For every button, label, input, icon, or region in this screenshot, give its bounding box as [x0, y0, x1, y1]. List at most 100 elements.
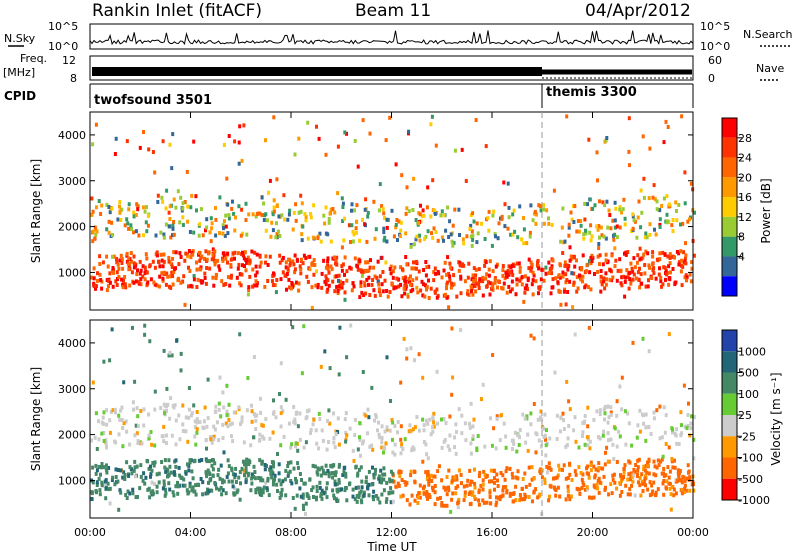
velocity-cell — [190, 411, 194, 416]
power-cell — [493, 232, 497, 237]
velocity-cell — [422, 428, 426, 433]
power-cell — [561, 251, 565, 255]
velocity-cell — [518, 428, 522, 432]
power-cell — [671, 229, 675, 234]
date-label: 04/Apr/2012 — [585, 1, 691, 21]
power-cell — [477, 267, 481, 272]
power-cell — [437, 271, 441, 276]
power-cell — [642, 252, 646, 257]
power-cell — [335, 274, 339, 279]
power-cell — [192, 274, 196, 278]
velocity-cell — [131, 491, 135, 496]
power-cell — [107, 279, 111, 284]
power-cell — [509, 289, 512, 294]
velocity-cell — [531, 499, 534, 504]
power-cell — [630, 266, 634, 271]
power-cell — [451, 243, 455, 248]
velocity-cell — [558, 429, 562, 434]
velocity-cell — [473, 497, 477, 501]
power-cell — [365, 239, 369, 244]
power-cell — [231, 251, 235, 256]
power-cell — [170, 166, 174, 171]
velocity-cell — [603, 487, 607, 492]
velocity-cell — [667, 481, 671, 486]
velocity-cell — [104, 442, 108, 446]
velocity-cell — [100, 480, 104, 485]
velocity-cell — [210, 463, 214, 468]
velocity-cell — [596, 468, 600, 473]
velocity-cell — [264, 480, 268, 485]
power-cell — [345, 131, 348, 136]
velocity-cell — [250, 403, 253, 408]
power-cell — [359, 280, 363, 285]
velocity-cell — [399, 451, 403, 456]
colorbar-swatch — [722, 137, 737, 158]
power-cell — [136, 268, 139, 273]
velocity-cell — [523, 416, 527, 421]
power-cell — [164, 222, 168, 227]
velocity-cell — [267, 493, 271, 498]
velocity-cell — [358, 421, 362, 426]
velocity-cell — [589, 463, 593, 468]
beam-label: Beam 11 — [355, 1, 431, 21]
power-cell — [156, 200, 160, 204]
velocity-cell — [607, 415, 611, 420]
power-cell — [214, 217, 218, 222]
power-cell — [127, 267, 131, 272]
velocity-cell — [643, 476, 647, 481]
velocity-cell — [192, 403, 196, 408]
power-cell — [120, 261, 124, 265]
power-cell — [340, 285, 344, 290]
velocity-cell — [601, 433, 605, 438]
velocity-cell — [97, 437, 101, 442]
velocity-cell — [273, 473, 277, 478]
velocity-cell — [330, 464, 334, 469]
power-cell — [447, 235, 451, 239]
power-cell — [627, 271, 631, 276]
power-cell — [433, 266, 437, 271]
power-cell — [146, 223, 150, 228]
power-cell — [189, 255, 193, 260]
power-cell — [108, 280, 112, 285]
power-cell — [340, 268, 344, 273]
power-cell — [308, 254, 312, 259]
velocity-cell — [323, 349, 327, 354]
velocity-cell — [576, 487, 580, 492]
power-cell — [506, 268, 510, 273]
velocity-cell — [470, 479, 474, 484]
power-cell — [412, 242, 416, 247]
power-cell — [248, 274, 252, 279]
power-cell — [105, 202, 109, 207]
velocity-cell — [534, 487, 538, 492]
power-cell — [340, 283, 344, 288]
power-cell — [457, 268, 461, 273]
power-cell — [96, 278, 99, 283]
velocity-cell — [623, 409, 627, 414]
velocity-cell — [311, 463, 315, 468]
power-cell — [583, 285, 587, 290]
power-cell — [448, 274, 452, 279]
power-cell — [158, 264, 162, 269]
velocity-cell — [545, 470, 549, 475]
power-cell — [576, 286, 580, 291]
power-cell — [385, 239, 389, 244]
velocity-cell — [95, 480, 99, 485]
power-cell — [505, 290, 509, 295]
power-cell — [322, 213, 326, 218]
velocity-cell — [165, 409, 168, 413]
power-cell — [688, 217, 691, 222]
power-cell — [661, 282, 665, 287]
power-cell — [411, 208, 415, 212]
power-cell — [654, 232, 658, 237]
velocity-cell — [259, 476, 263, 481]
power-cell — [345, 269, 349, 274]
power-cell — [429, 286, 433, 291]
power-cell — [173, 267, 177, 272]
power-cell — [284, 265, 288, 270]
velocity-cell — [692, 415, 696, 420]
velocity-cell — [548, 494, 552, 499]
velocity-cell — [455, 430, 458, 434]
velocity-cell — [555, 437, 559, 441]
velocity-cell — [150, 480, 154, 485]
power-cell — [404, 211, 408, 216]
